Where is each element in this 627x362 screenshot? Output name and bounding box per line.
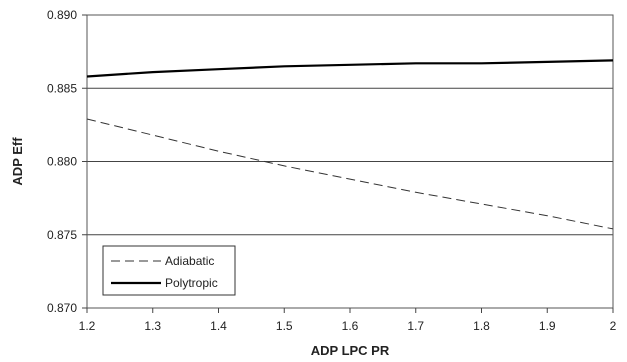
x-tick-label: 1.9 — [539, 319, 556, 333]
y-tick-label: 0.880 — [47, 155, 77, 169]
legend-box — [102, 245, 236, 296]
legend-label-adiabatic: Adiabatic — [165, 254, 214, 268]
y-tick-label: 0.870 — [47, 301, 77, 315]
y-tick-label: 0.890 — [47, 8, 77, 22]
y-axis-title: ADP Eff — [10, 137, 25, 186]
x-tick-label: 1.5 — [276, 319, 293, 333]
y-axis-ticks: 0.870 0.875 0.880 0.885 0.890 — [47, 8, 87, 315]
x-tick-label: 1.3 — [144, 319, 161, 333]
y-tick-label: 0.885 — [47, 81, 77, 95]
y-tick-label: 0.875 — [47, 228, 77, 242]
series-lines — [86, 59, 614, 230]
legend-label-polytropic: Polytropic — [165, 276, 218, 290]
x-axis-title: ADP LPC PR — [311, 343, 390, 358]
series-line-adiabatic — [86, 118, 614, 230]
x-tick-label: 1.4 — [210, 319, 227, 333]
x-axis-ticks: 1.2 1.3 1.4 1.5 1.6 1.7 1.8 1.9 2 — [79, 308, 617, 333]
x-tick-label: 1.2 — [79, 319, 96, 333]
x-tick-label: 1.7 — [407, 319, 424, 333]
x-tick-label: 1.8 — [473, 319, 490, 333]
series-line-polytropic — [86, 59, 614, 78]
x-tick-label: 1.6 — [342, 319, 359, 333]
x-tick-label: 2 — [610, 319, 617, 333]
legend: Adiabatic Polytropic — [102, 245, 236, 296]
